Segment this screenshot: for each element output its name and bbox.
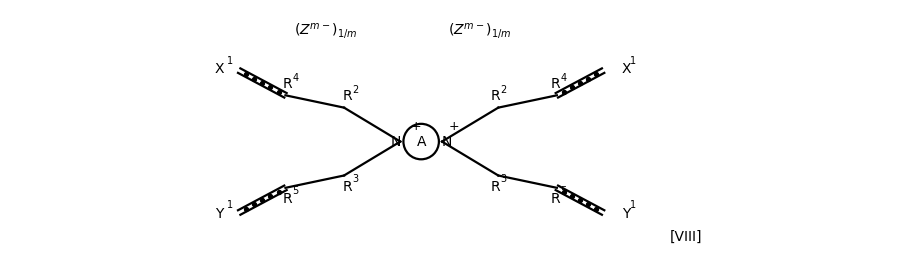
Text: R: R: [489, 180, 499, 194]
Text: 1: 1: [629, 56, 636, 66]
Text: Y: Y: [215, 207, 224, 221]
Text: R: R: [550, 77, 560, 91]
Text: R: R: [282, 192, 292, 206]
Text: 5: 5: [292, 186, 298, 196]
Text: 1: 1: [227, 56, 233, 66]
Text: 3: 3: [352, 174, 358, 184]
Text: 4: 4: [560, 73, 566, 83]
Text: 1: 1: [629, 200, 636, 210]
Text: A: A: [416, 135, 425, 148]
Text: R: R: [342, 89, 351, 103]
Text: N: N: [390, 135, 400, 148]
Text: 3: 3: [500, 174, 507, 184]
Text: 2: 2: [352, 85, 358, 95]
Text: R: R: [550, 192, 560, 206]
Text: X: X: [214, 62, 224, 76]
Text: R: R: [282, 77, 292, 91]
Text: Y: Y: [621, 207, 629, 221]
Text: 4: 4: [292, 73, 298, 83]
Text: $(Z^{m-})_{1/m}$: $(Z^{m-})_{1/m}$: [448, 21, 511, 40]
Text: R: R: [489, 89, 499, 103]
Text: [VIII]: [VIII]: [669, 230, 702, 244]
Text: $(Z^{m-})_{1/m}$: $(Z^{m-})_{1/m}$: [293, 21, 357, 40]
Text: 2: 2: [500, 85, 507, 95]
Text: X: X: [621, 62, 630, 76]
Text: R: R: [342, 180, 351, 194]
Text: +: +: [410, 120, 421, 133]
Text: 5: 5: [560, 186, 566, 196]
Text: 1: 1: [227, 200, 233, 210]
Text: +: +: [448, 120, 459, 133]
Text: N: N: [441, 135, 452, 148]
